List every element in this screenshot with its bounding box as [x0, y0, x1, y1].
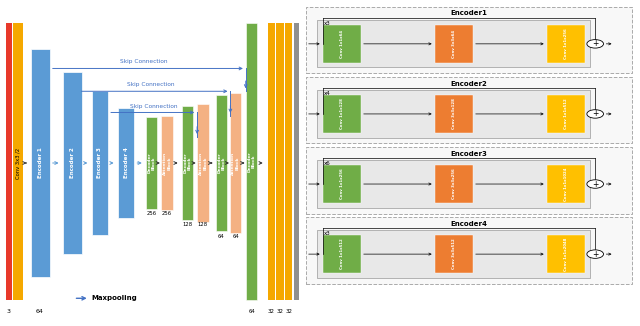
Text: Encoder 2: Encoder 2 — [70, 148, 75, 178]
Bar — [276, 23, 284, 300]
Text: x3: x3 — [324, 231, 331, 236]
FancyBboxPatch shape — [317, 160, 590, 208]
Circle shape — [587, 39, 604, 48]
Text: 32: 32 — [285, 309, 292, 314]
Text: Decoder
Block: Decoder Block — [147, 153, 156, 173]
Bar — [435, 95, 473, 133]
Bar — [31, 49, 50, 277]
Text: 32: 32 — [268, 309, 275, 314]
Text: Conv 1x1x2048: Conv 1x1x2048 — [564, 237, 568, 271]
Text: Skip Connection: Skip Connection — [130, 104, 177, 109]
Text: Skip Connection: Skip Connection — [120, 59, 168, 65]
Bar — [118, 108, 134, 218]
FancyBboxPatch shape — [317, 230, 590, 278]
Text: Conv 3x3 /2: Conv 3x3 /2 — [15, 147, 20, 179]
Text: 128: 128 — [182, 222, 193, 228]
Text: Attention
Block: Attention Block — [231, 152, 240, 174]
Bar — [6, 23, 12, 300]
FancyBboxPatch shape — [306, 147, 632, 214]
Text: Decoder
Block: Decoder Block — [247, 151, 256, 172]
Text: 256: 256 — [162, 211, 172, 216]
Circle shape — [587, 110, 604, 118]
Text: 64: 64 — [218, 234, 225, 239]
Text: +: + — [592, 250, 598, 259]
FancyBboxPatch shape — [317, 20, 590, 67]
Text: Conv 3x3x512: Conv 3x3x512 — [452, 239, 456, 270]
Bar — [323, 25, 361, 63]
Bar — [197, 104, 209, 222]
FancyBboxPatch shape — [306, 77, 632, 143]
Text: Conv 3x3x128: Conv 3x3x128 — [452, 98, 456, 129]
Bar — [323, 165, 361, 203]
Text: Conv 1x1x512: Conv 1x1x512 — [340, 239, 344, 270]
Text: Decoder
Block: Decoder Block — [217, 153, 226, 173]
Bar — [216, 95, 227, 231]
Text: Conv 1x1x64: Conv 1x1x64 — [340, 30, 344, 58]
Text: 32: 32 — [276, 309, 284, 314]
FancyBboxPatch shape — [306, 217, 632, 284]
Bar — [435, 235, 473, 273]
Text: 256: 256 — [147, 211, 157, 216]
Text: 64: 64 — [36, 309, 44, 314]
Text: Encoder2: Encoder2 — [451, 81, 488, 86]
Circle shape — [587, 250, 604, 258]
Text: +: + — [592, 39, 598, 48]
Bar — [268, 23, 275, 300]
Text: +: + — [592, 180, 598, 188]
Text: 3: 3 — [7, 309, 11, 314]
Bar — [285, 23, 292, 300]
Text: 128: 128 — [198, 222, 208, 228]
Text: Conv 3x3x256: Conv 3x3x256 — [452, 169, 456, 200]
Bar — [547, 95, 585, 133]
Text: Conv 1x1x256: Conv 1x1x256 — [564, 28, 568, 59]
Bar — [323, 95, 361, 133]
Bar — [294, 23, 299, 300]
Bar — [547, 165, 585, 203]
Text: Skip Connection: Skip Connection — [127, 82, 174, 87]
Text: Conv 1x1x128: Conv 1x1x128 — [340, 98, 344, 129]
Text: Encoder 4: Encoder 4 — [124, 148, 129, 178]
Bar — [435, 165, 473, 203]
Text: Maxpooling: Maxpooling — [92, 295, 137, 301]
Circle shape — [587, 180, 604, 188]
Bar — [13, 23, 23, 300]
Bar — [161, 116, 173, 210]
FancyBboxPatch shape — [306, 7, 632, 73]
Text: Conv 1x1x1024: Conv 1x1x1024 — [564, 167, 568, 201]
Text: x3: x3 — [324, 21, 331, 26]
Text: Decoder
Block: Decoder Block — [183, 153, 192, 173]
Text: Conv 3x3x64: Conv 3x3x64 — [452, 30, 456, 58]
Text: 64: 64 — [232, 234, 239, 239]
Bar — [146, 117, 157, 209]
Bar — [92, 91, 108, 235]
Text: Encoder1: Encoder1 — [451, 10, 488, 16]
Text: Conv 1x1x512: Conv 1x1x512 — [564, 98, 568, 129]
Bar — [435, 25, 473, 63]
Text: Attention
Block: Attention Block — [163, 152, 172, 174]
Text: 64: 64 — [248, 309, 255, 314]
Text: Encoder 3: Encoder 3 — [97, 148, 102, 178]
Text: x6: x6 — [324, 161, 331, 166]
FancyBboxPatch shape — [317, 90, 590, 138]
Text: Encoder 1: Encoder 1 — [38, 148, 43, 178]
Text: Encoder4: Encoder4 — [451, 221, 488, 227]
Text: Attention
Block: Attention Block — [198, 152, 207, 174]
Text: x4: x4 — [324, 91, 331, 96]
Bar — [182, 106, 193, 220]
Bar — [246, 23, 257, 300]
Bar — [547, 25, 585, 63]
Bar — [547, 235, 585, 273]
Bar — [63, 72, 82, 254]
Bar — [323, 235, 361, 273]
Text: +: + — [592, 110, 598, 118]
Text: Encoder3: Encoder3 — [451, 151, 488, 156]
Bar — [230, 93, 241, 233]
Text: Conv 1x1x256: Conv 1x1x256 — [340, 169, 344, 200]
